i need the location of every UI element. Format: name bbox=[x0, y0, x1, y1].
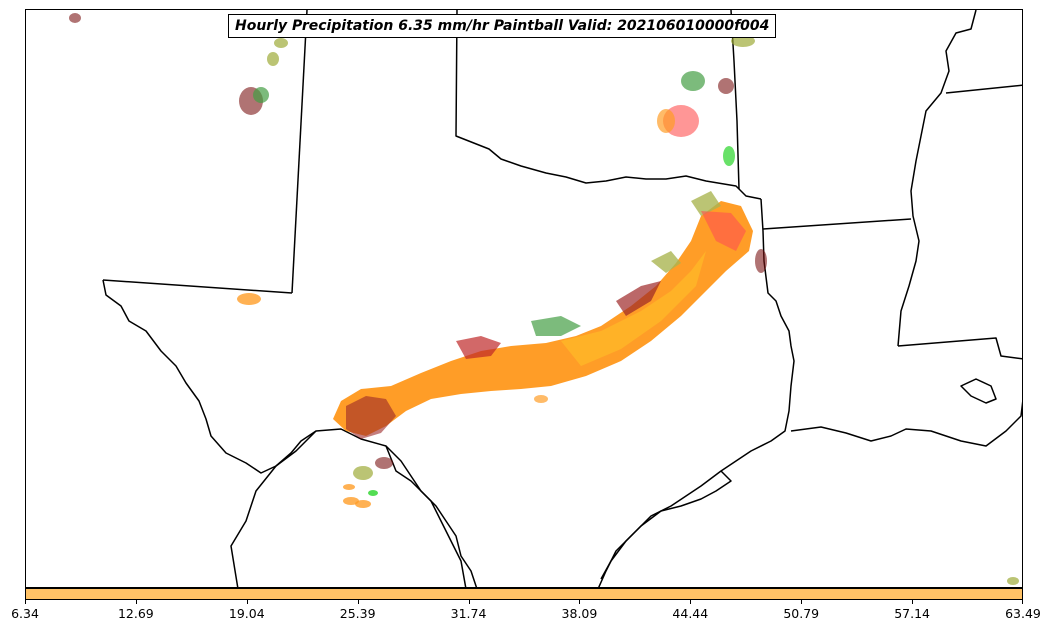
cell-nw-4 bbox=[69, 13, 81, 23]
cell-se-1 bbox=[1007, 577, 1019, 585]
colorbar-tick bbox=[912, 600, 914, 604]
oklahoma-border bbox=[455, 10, 762, 200]
swath-red-4 bbox=[701, 211, 746, 251]
mississippi-river bbox=[897, 10, 977, 347]
swath-red-3 bbox=[616, 281, 661, 316]
ms-la-south bbox=[897, 337, 1022, 360]
colorbar-tick bbox=[246, 600, 248, 604]
colorbar-tick-label: 6.34 bbox=[11, 606, 39, 621]
swath-red-1 bbox=[346, 396, 396, 439]
map-title: Hourly Precipitation 6.35 mm/hr Paintbal… bbox=[228, 14, 777, 38]
swath-green-1 bbox=[531, 316, 581, 336]
gulf-coast bbox=[790, 401, 1022, 447]
mexico-border bbox=[230, 430, 317, 587]
swath-green-2 bbox=[651, 251, 681, 273]
colorbar-tick-label: 31.74 bbox=[450, 606, 487, 621]
colorbar-tick-label: 50.79 bbox=[783, 606, 820, 621]
precipitation-swath bbox=[69, 13, 1019, 585]
cell-s-2 bbox=[375, 457, 393, 469]
cell-nw-5 bbox=[274, 38, 288, 48]
swath-red-2 bbox=[456, 336, 501, 359]
colorbar-tick bbox=[579, 600, 581, 604]
colorbar-tick bbox=[25, 600, 26, 604]
cell-s-6 bbox=[343, 484, 355, 490]
cell-e-1 bbox=[534, 395, 548, 403]
cell-ok-5 bbox=[731, 35, 755, 47]
rio-grande bbox=[385, 445, 467, 587]
colorbar-tick-label: 63.49 bbox=[1005, 606, 1041, 621]
cell-ok-6 bbox=[723, 146, 735, 166]
colorbar-tick bbox=[801, 600, 803, 604]
cell-tx-1 bbox=[237, 293, 261, 305]
cell-tx-2 bbox=[755, 249, 767, 273]
cell-ok-4 bbox=[718, 78, 734, 94]
cell-s-1 bbox=[353, 466, 373, 480]
colorbar-tick bbox=[1022, 600, 1023, 604]
colorbar-tick bbox=[357, 600, 359, 604]
colorbar-tick-label: 25.39 bbox=[339, 606, 376, 621]
colorbar-tick-label: 44.44 bbox=[672, 606, 709, 621]
swath-orange-hi bbox=[561, 251, 706, 366]
gulf-coast-tx bbox=[600, 470, 732, 580]
cell-ok-2 bbox=[681, 71, 705, 91]
swath-core bbox=[333, 201, 753, 436]
texas-border-north bbox=[102, 279, 293, 294]
ms-delta bbox=[960, 378, 997, 404]
cell-ok-3 bbox=[657, 109, 675, 133]
arkansas-north bbox=[945, 84, 1022, 94]
colorbar-tick-label: 38.09 bbox=[561, 606, 598, 621]
map-frame bbox=[25, 9, 1023, 588]
cell-nw-2 bbox=[253, 87, 269, 103]
colorbar-tick-label: 19.04 bbox=[228, 606, 265, 621]
colorbar-tick bbox=[135, 600, 137, 604]
ar-la-border bbox=[762, 218, 912, 230]
nm-border bbox=[291, 10, 308, 294]
cell-s-5 bbox=[368, 490, 378, 496]
colorbar-tick-label: 57.14 bbox=[894, 606, 931, 621]
cell-s-3 bbox=[343, 497, 359, 505]
colorbar-tick-label: 12.69 bbox=[117, 606, 154, 621]
cell-nw-3 bbox=[267, 52, 279, 66]
map-canvas bbox=[69, 10, 1022, 587]
colorbar bbox=[25, 588, 1023, 600]
state-boundaries bbox=[102, 10, 1022, 587]
colorbar-tick bbox=[690, 600, 692, 604]
colorbar-tick bbox=[468, 600, 470, 604]
swath-green-3 bbox=[691, 191, 721, 216]
texas-border bbox=[102, 279, 478, 587]
cell-s-4 bbox=[355, 500, 371, 508]
